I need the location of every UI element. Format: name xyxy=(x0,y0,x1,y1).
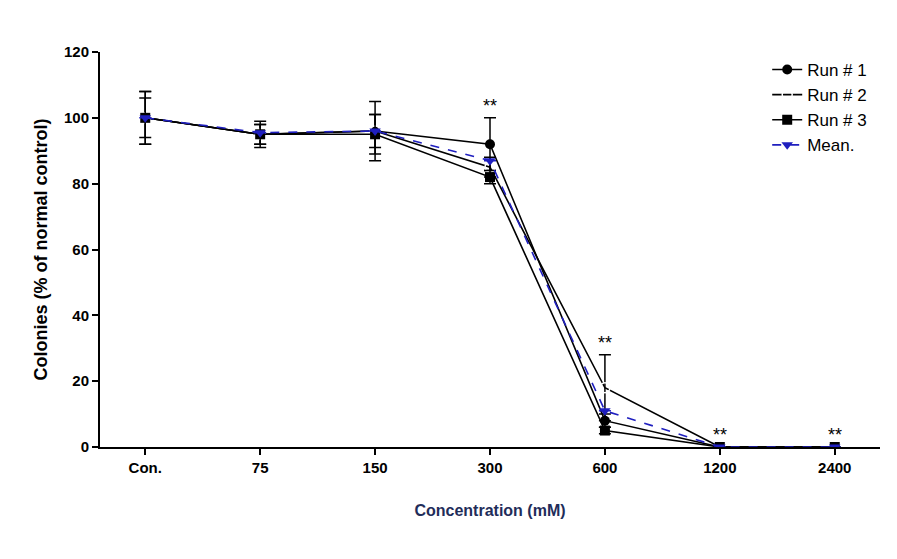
svg-text:Con.: Con. xyxy=(129,459,162,476)
svg-text:150: 150 xyxy=(363,459,388,476)
svg-text:Run # 1: Run # 1 xyxy=(807,61,867,80)
svg-text:20: 20 xyxy=(72,372,89,389)
svg-text:**: ** xyxy=(483,96,497,116)
svg-text:**: ** xyxy=(828,425,842,445)
svg-text:80: 80 xyxy=(72,175,89,192)
svg-text:**: ** xyxy=(713,425,727,445)
svg-text:Mean.: Mean. xyxy=(807,136,854,155)
svg-text:100: 100 xyxy=(64,109,89,126)
svg-text:600: 600 xyxy=(592,459,617,476)
svg-text:75: 75 xyxy=(252,459,269,476)
svg-text:40: 40 xyxy=(72,307,89,324)
svg-text:0: 0 xyxy=(81,438,89,455)
svg-text:120: 120 xyxy=(64,43,89,60)
svg-text:Colonies (% of normal control): Colonies (% of normal control) xyxy=(31,118,51,380)
svg-text:**: ** xyxy=(598,333,612,353)
svg-text:300: 300 xyxy=(477,459,502,476)
svg-text:Concentration (mM): Concentration (mM) xyxy=(414,502,565,519)
svg-text:60: 60 xyxy=(72,241,89,258)
svg-text:Run # 3: Run # 3 xyxy=(807,111,867,130)
svg-text:Run # 2: Run # 2 xyxy=(807,86,867,105)
svg-text:1200: 1200 xyxy=(703,459,736,476)
svg-text:2400: 2400 xyxy=(818,459,851,476)
